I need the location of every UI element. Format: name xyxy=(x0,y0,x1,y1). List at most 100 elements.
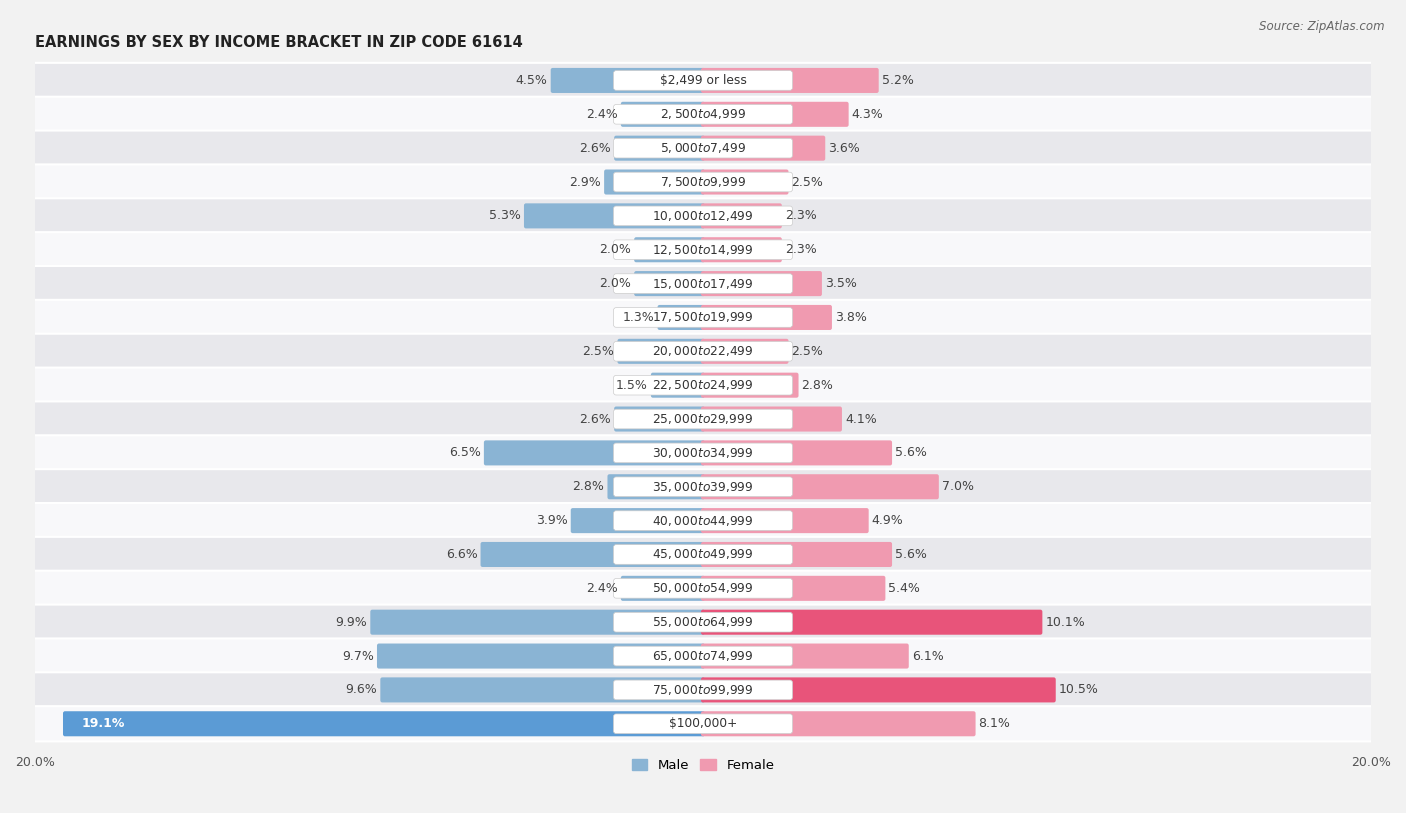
FancyBboxPatch shape xyxy=(613,274,793,293)
Text: 5.4%: 5.4% xyxy=(889,582,921,595)
Text: 6.6%: 6.6% xyxy=(446,548,478,561)
Text: $2,500 to $4,999: $2,500 to $4,999 xyxy=(659,107,747,121)
Legend: Male, Female: Male, Female xyxy=(626,754,780,777)
FancyBboxPatch shape xyxy=(34,402,1372,437)
FancyBboxPatch shape xyxy=(613,714,793,733)
FancyBboxPatch shape xyxy=(34,266,1372,301)
Text: $10,000 to $12,499: $10,000 to $12,499 xyxy=(652,209,754,223)
FancyBboxPatch shape xyxy=(621,102,704,127)
FancyBboxPatch shape xyxy=(702,271,823,296)
FancyBboxPatch shape xyxy=(702,644,908,668)
FancyBboxPatch shape xyxy=(63,711,704,737)
FancyBboxPatch shape xyxy=(613,579,793,598)
FancyBboxPatch shape xyxy=(702,68,879,93)
FancyBboxPatch shape xyxy=(34,503,1372,538)
FancyBboxPatch shape xyxy=(651,372,704,398)
FancyBboxPatch shape xyxy=(702,169,789,194)
FancyBboxPatch shape xyxy=(34,131,1372,166)
FancyBboxPatch shape xyxy=(613,71,793,90)
Text: 9.6%: 9.6% xyxy=(346,684,377,697)
FancyBboxPatch shape xyxy=(702,576,886,601)
Text: $17,500 to $19,999: $17,500 to $19,999 xyxy=(652,311,754,324)
FancyBboxPatch shape xyxy=(613,307,793,328)
Text: 2.0%: 2.0% xyxy=(599,277,631,290)
Text: $50,000 to $54,999: $50,000 to $54,999 xyxy=(652,581,754,595)
FancyBboxPatch shape xyxy=(34,605,1372,640)
Text: $2,499 or less: $2,499 or less xyxy=(659,74,747,87)
Text: 5.2%: 5.2% xyxy=(882,74,914,87)
FancyBboxPatch shape xyxy=(370,610,704,635)
Text: 5.6%: 5.6% xyxy=(896,548,927,561)
FancyBboxPatch shape xyxy=(613,443,793,463)
Text: 2.5%: 2.5% xyxy=(792,345,824,358)
FancyBboxPatch shape xyxy=(658,305,704,330)
FancyBboxPatch shape xyxy=(621,576,704,601)
Text: 2.9%: 2.9% xyxy=(569,176,602,189)
FancyBboxPatch shape xyxy=(34,233,1372,267)
FancyBboxPatch shape xyxy=(34,469,1372,504)
FancyBboxPatch shape xyxy=(702,677,1056,702)
FancyBboxPatch shape xyxy=(613,105,793,124)
Text: $5,000 to $7,499: $5,000 to $7,499 xyxy=(659,141,747,155)
Text: $45,000 to $49,999: $45,000 to $49,999 xyxy=(652,547,754,562)
FancyBboxPatch shape xyxy=(702,372,799,398)
FancyBboxPatch shape xyxy=(702,441,891,465)
FancyBboxPatch shape xyxy=(34,537,1372,572)
Text: 2.3%: 2.3% xyxy=(785,210,817,223)
FancyBboxPatch shape xyxy=(702,305,832,330)
FancyBboxPatch shape xyxy=(607,474,704,499)
Text: 2.5%: 2.5% xyxy=(582,345,614,358)
Text: 4.5%: 4.5% xyxy=(516,74,548,87)
Text: 9.7%: 9.7% xyxy=(342,650,374,663)
FancyBboxPatch shape xyxy=(34,97,1372,132)
FancyBboxPatch shape xyxy=(34,63,1372,98)
FancyBboxPatch shape xyxy=(34,571,1372,606)
FancyBboxPatch shape xyxy=(613,376,793,395)
FancyBboxPatch shape xyxy=(702,508,869,533)
Text: 19.1%: 19.1% xyxy=(82,717,125,730)
Text: 2.6%: 2.6% xyxy=(579,412,612,425)
Text: 9.9%: 9.9% xyxy=(336,615,367,628)
Text: $55,000 to $64,999: $55,000 to $64,999 xyxy=(652,615,754,629)
Text: 2.0%: 2.0% xyxy=(599,243,631,256)
Text: EARNINGS BY SEX BY INCOME BRACKET IN ZIP CODE 61614: EARNINGS BY SEX BY INCOME BRACKET IN ZIP… xyxy=(35,35,523,50)
Text: 3.9%: 3.9% xyxy=(536,514,568,527)
Text: 3.6%: 3.6% xyxy=(828,141,860,154)
Text: 2.4%: 2.4% xyxy=(586,582,617,595)
FancyBboxPatch shape xyxy=(34,706,1372,741)
Text: $22,500 to $24,999: $22,500 to $24,999 xyxy=(652,378,754,392)
Text: 2.4%: 2.4% xyxy=(586,108,617,121)
Text: 5.6%: 5.6% xyxy=(896,446,927,459)
FancyBboxPatch shape xyxy=(634,271,704,296)
FancyBboxPatch shape xyxy=(481,542,704,567)
Text: 10.1%: 10.1% xyxy=(1046,615,1085,628)
Text: 2.5%: 2.5% xyxy=(792,176,824,189)
Text: $65,000 to $74,999: $65,000 to $74,999 xyxy=(652,649,754,663)
FancyBboxPatch shape xyxy=(702,406,842,432)
Text: 5.3%: 5.3% xyxy=(489,210,522,223)
Text: 1.3%: 1.3% xyxy=(623,311,655,324)
Text: Source: ZipAtlas.com: Source: ZipAtlas.com xyxy=(1260,20,1385,33)
Text: 4.3%: 4.3% xyxy=(852,108,883,121)
Text: $20,000 to $22,499: $20,000 to $22,499 xyxy=(652,345,754,359)
FancyBboxPatch shape xyxy=(484,441,704,465)
FancyBboxPatch shape xyxy=(613,477,793,497)
FancyBboxPatch shape xyxy=(613,646,793,666)
FancyBboxPatch shape xyxy=(702,711,976,737)
Text: 2.6%: 2.6% xyxy=(579,141,612,154)
Text: $30,000 to $34,999: $30,000 to $34,999 xyxy=(652,446,754,460)
FancyBboxPatch shape xyxy=(613,511,793,530)
FancyBboxPatch shape xyxy=(34,367,1372,402)
FancyBboxPatch shape xyxy=(702,237,782,263)
FancyBboxPatch shape xyxy=(617,339,704,364)
FancyBboxPatch shape xyxy=(34,638,1372,674)
FancyBboxPatch shape xyxy=(34,300,1372,335)
Text: 6.1%: 6.1% xyxy=(911,650,943,663)
FancyBboxPatch shape xyxy=(702,102,849,127)
FancyBboxPatch shape xyxy=(377,644,704,668)
FancyBboxPatch shape xyxy=(613,172,793,192)
FancyBboxPatch shape xyxy=(702,339,789,364)
Text: 4.9%: 4.9% xyxy=(872,514,904,527)
FancyBboxPatch shape xyxy=(34,164,1372,200)
FancyBboxPatch shape xyxy=(614,136,704,161)
